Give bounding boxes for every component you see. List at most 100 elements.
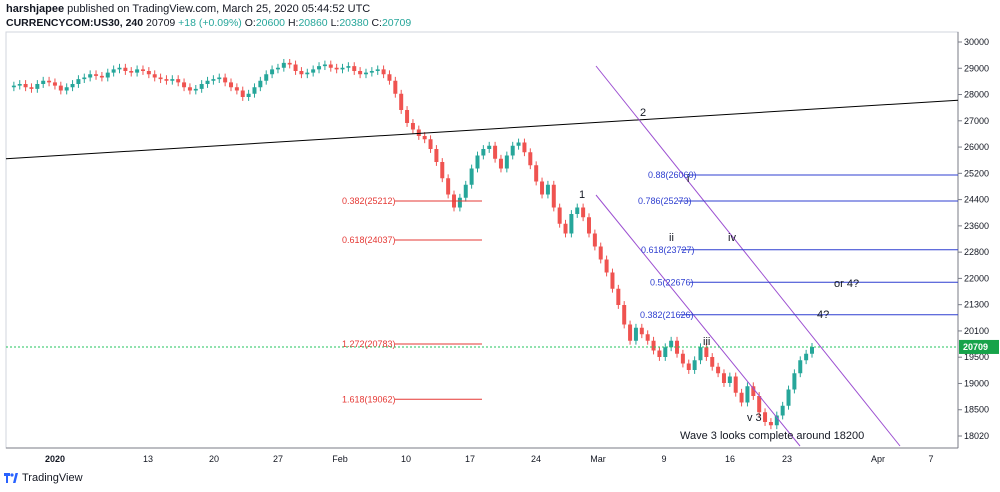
candle-body [52, 82, 57, 86]
price-tick-label: 26000 [964, 142, 989, 152]
candle-body [763, 412, 768, 422]
candle-body [299, 71, 304, 75]
wave-label: v 3 [747, 412, 762, 424]
price-tick-label: 20100 [964, 326, 989, 336]
candle-body [569, 214, 574, 234]
candle-body [810, 346, 814, 354]
fib-red-label: 1.272(20783) [342, 339, 396, 349]
candle-body [393, 80, 398, 94]
candle-body [534, 165, 539, 182]
candle-body [680, 353, 685, 364]
time-tick-label: 27 [273, 454, 283, 464]
time-tick-label: 9 [661, 454, 666, 464]
time-tick-label: 13 [143, 454, 153, 464]
candle-body [105, 72, 110, 78]
candle-body [340, 67, 345, 70]
symbol-name: CURRENCYCOM:US30, 240 [6, 17, 144, 29]
high-value: 20860 [298, 17, 328, 29]
fib-blue-label: 0.5(22676) [650, 277, 694, 287]
channel-lower-line [595, 194, 801, 447]
candle-body [540, 181, 545, 195]
candle-body [457, 197, 462, 208]
candle-body [88, 74, 93, 78]
candle-body [111, 69, 116, 73]
candle-body [229, 82, 234, 88]
candle-body [158, 77, 163, 80]
candle-body [592, 233, 597, 247]
candle-body [281, 62, 286, 68]
fib-blue-label: 0.88(26060) [648, 170, 697, 180]
candle-body [727, 376, 732, 383]
candle-body [29, 87, 34, 89]
candle-body [234, 87, 239, 91]
time-tick-label: Apr [871, 454, 885, 464]
time-tick-label: 24 [531, 454, 541, 464]
low-label: L: [330, 17, 340, 29]
candle-body [58, 85, 63, 91]
candle-body [328, 64, 333, 68]
candle-body [581, 207, 586, 218]
candle-body [586, 217, 591, 234]
candle-body [252, 87, 257, 94]
candle-body [11, 85, 16, 88]
channel-upper-line [595, 65, 901, 447]
price-tick-label: 23600 [964, 221, 989, 231]
candle-body [405, 110, 410, 123]
candle-body [352, 66, 357, 71]
trend-line [5, 99, 959, 160]
candle-body [610, 272, 615, 289]
time-tick-label: Feb [332, 454, 348, 464]
candle-body [334, 67, 339, 70]
candle-body [182, 82, 187, 88]
candle-body [575, 207, 580, 214]
candle-body [475, 155, 480, 169]
candle-body [622, 305, 627, 325]
time-tick-label: 10 [401, 454, 411, 464]
published-text: published on TradingView.com, March 25, … [67, 3, 371, 15]
candle-body [146, 71, 151, 75]
candle-body [663, 347, 668, 357]
candle-body [193, 88, 198, 91]
candle-body [223, 77, 228, 83]
price-change: +18 (+0.09%) [178, 17, 242, 29]
price-tick-label: 21300 [964, 300, 989, 310]
candle-body [721, 373, 726, 383]
candle-body [604, 259, 609, 273]
price-tick-label: 28000 [964, 90, 989, 100]
candle-body [205, 80, 210, 84]
candle-body [293, 64, 298, 71]
price-tick-label: 18020 [964, 431, 989, 441]
candle-body [692, 360, 697, 370]
candle-body [64, 87, 69, 91]
publish-line: harshjapee published on TradingView.com,… [6, 3, 370, 15]
wave-label: iii [703, 336, 710, 348]
candle-body [669, 340, 674, 348]
tradingview-logo[interactable]: TradingView [4, 472, 83, 484]
candle-body [123, 67, 128, 71]
candle-body [187, 87, 192, 91]
price-tick-label: 29000 [964, 63, 989, 73]
candle-body [598, 246, 603, 260]
candle-body [633, 327, 638, 341]
candle-body [211, 79, 216, 81]
time-tick-label: 17 [465, 454, 475, 464]
wave-comment: Wave 3 looks complete around 18200 [680, 430, 864, 442]
price-tick-label: 24400 [964, 195, 989, 205]
candle-body [510, 145, 515, 156]
candle-body [739, 392, 744, 403]
candle-body [346, 66, 351, 68]
candle-body [217, 77, 222, 80]
time-tick-label: 16 [725, 454, 735, 464]
candle-body [152, 74, 157, 78]
low-value: 20380 [339, 17, 369, 29]
candle-body [422, 136, 427, 140]
candle-body [563, 223, 568, 234]
candle-body [317, 66, 322, 70]
candle-body [487, 145, 492, 149]
last-price: 20709 [146, 17, 176, 29]
candle-body [733, 376, 738, 393]
candle-body [70, 84, 75, 88]
open-label: O: [244, 17, 256, 29]
fib-red-label: 0.382(25212) [342, 196, 396, 206]
